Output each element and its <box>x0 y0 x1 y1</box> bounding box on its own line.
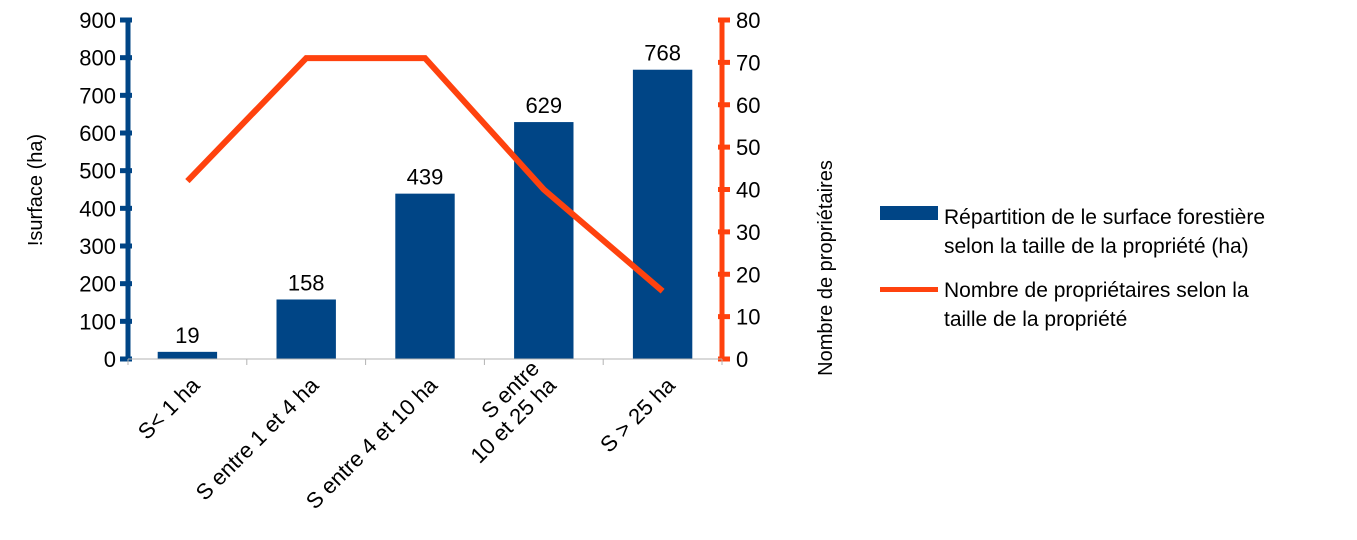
bar-4 <box>632 69 693 359</box>
axes-group <box>120 17 730 365</box>
line-group <box>185 55 665 294</box>
x-tick-label-2-line-0: S entre 4 et 10 ha <box>301 372 443 514</box>
x-tick-label-2: S entre 4 et 10 ha <box>301 372 443 514</box>
legend-swatch-bars <box>880 206 938 220</box>
y-left-tick-label-900: 900 <box>79 8 116 33</box>
y-left-tick-label-600: 600 <box>79 121 116 146</box>
data-label-1: 158 <box>288 270 325 295</box>
y-right-axis-title: Nombre de propriétaires <box>815 160 837 376</box>
y-right-tick-label-70: 70 <box>736 50 760 75</box>
y-left-tick-label-0: 0 <box>104 347 116 372</box>
x-tick-label-3: S entre10 et 25 ha <box>448 355 561 468</box>
legend-label-bars-line1: Répartition de le surface forestière <box>944 206 1265 229</box>
legend-swatch-line <box>880 287 938 292</box>
y-left-tick-label-800: 800 <box>79 46 116 71</box>
legend: Répartition de le surface forestière sel… <box>880 203 1350 349</box>
x-tick-label-0: S< 1 ha <box>133 372 205 444</box>
y-left-tick-label-700: 700 <box>79 83 116 108</box>
y-left-tick-label-400: 400 <box>79 196 116 221</box>
x-tick-label-4-line-0: S > 25 ha <box>595 372 680 457</box>
y-right-tick-label-50: 50 <box>736 135 760 160</box>
bar-2 <box>395 193 455 359</box>
x-tick-label-0-line-0: S< 1 ha <box>133 372 205 444</box>
x-tick-label-4: S > 25 ha <box>595 372 680 457</box>
y-left-tick-label-500: 500 <box>79 159 116 184</box>
y-right-tick-label-40: 40 <box>736 178 760 203</box>
y-right-tick-label-10: 10 <box>736 305 760 330</box>
data-label-2: 439 <box>407 165 444 190</box>
x-tick-label-1-line-0: S entre 1 et 4 ha <box>191 372 324 505</box>
data-label-0: 19 <box>175 323 199 348</box>
bar-3 <box>514 122 574 360</box>
legend-label-bars-line2: selon la taille de la propriété (ha) <box>944 235 1249 258</box>
bar-0 <box>157 351 218 359</box>
y-right-tick-label-80: 80 <box>736 8 760 33</box>
data-label-3: 629 <box>525 93 562 118</box>
legend-item-bars: Répartition de le surface forestière sel… <box>880 203 1350 261</box>
y-right-tick-label-60: 60 <box>736 93 760 118</box>
legend-item-line: Nombre de propriétaires selon la taille … <box>880 276 1350 334</box>
y-left-tick-label-300: 300 <box>79 234 116 259</box>
y-left-tick-label-200: 200 <box>79 272 116 297</box>
x-tick-label-1: S entre 1 et 4 ha <box>191 372 324 505</box>
line-series <box>185 55 665 294</box>
data-label-4: 768 <box>644 41 681 66</box>
y-right-tick-label-20: 20 <box>736 262 760 287</box>
legend-label-line-line1: Nombre de propriétaires selon la <box>944 279 1249 302</box>
y-left-tick-label-100: 100 <box>79 309 116 334</box>
legend-label-line-line2: taille de la propriété <box>944 308 1128 331</box>
bar-1 <box>276 299 336 359</box>
bars-group <box>157 69 693 360</box>
y-right-tick-label-30: 30 <box>736 220 760 245</box>
y-left-axis-title: !surface (ha) <box>25 134 47 246</box>
y-right-tick-label-0: 0 <box>736 347 748 372</box>
